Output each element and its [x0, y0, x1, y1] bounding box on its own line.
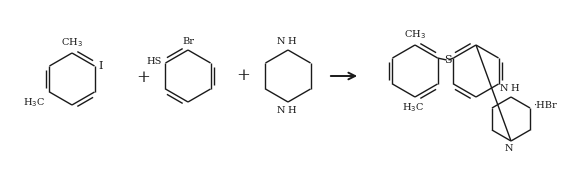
Text: ·HBr: ·HBr	[533, 102, 557, 110]
Text: +: +	[236, 68, 250, 84]
Text: H: H	[287, 37, 296, 46]
Text: H$_3$C: H$_3$C	[402, 101, 424, 114]
Text: H$_3$C: H$_3$C	[23, 96, 45, 109]
Text: +: +	[136, 69, 150, 87]
Text: H: H	[510, 84, 519, 93]
Text: I: I	[99, 61, 103, 71]
Text: CH$_3$: CH$_3$	[404, 28, 426, 41]
Text: S: S	[444, 55, 451, 65]
Text: H: H	[287, 106, 296, 115]
Text: Br: Br	[182, 37, 194, 46]
Text: N: N	[505, 144, 513, 153]
Text: N: N	[276, 106, 285, 115]
Text: CH$_3$: CH$_3$	[61, 36, 83, 49]
Text: N: N	[500, 84, 508, 93]
Text: HS: HS	[146, 57, 161, 67]
Text: N: N	[276, 37, 285, 46]
